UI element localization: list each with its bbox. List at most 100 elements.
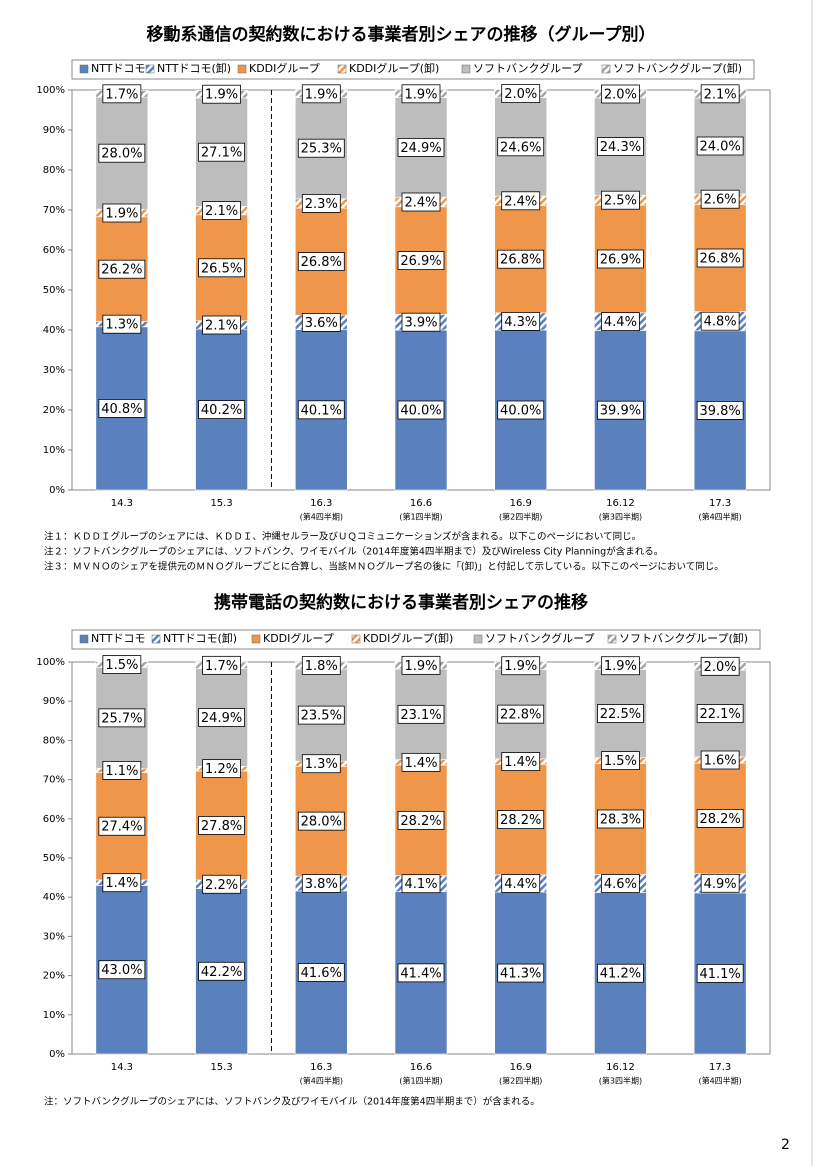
value-label: 41.4% xyxy=(400,966,441,981)
value-label-box xyxy=(601,312,640,332)
value-label-box xyxy=(202,874,241,894)
legend-swatch xyxy=(607,634,617,644)
value-label-box xyxy=(700,656,740,676)
value-label-box xyxy=(597,249,644,269)
value-label: 22.1% xyxy=(699,707,740,722)
value-label-box xyxy=(397,400,445,420)
value-label-box xyxy=(601,751,640,770)
legend-label: ソフトバンクグループ xyxy=(473,61,582,75)
value-label-box xyxy=(696,400,744,420)
value-label: 26.8% xyxy=(500,253,541,268)
value-label: 1.9% xyxy=(305,87,338,102)
value-label: 3.8% xyxy=(305,877,338,892)
value-label-box xyxy=(497,249,545,269)
value-label: 4.8% xyxy=(704,315,737,330)
value-label: 25.3% xyxy=(301,142,342,157)
value-label: 22.8% xyxy=(500,708,541,723)
x-tick-label: 16.9 xyxy=(510,498,532,509)
value-label-box xyxy=(301,754,341,774)
legend-label: ソフトバンクグループ(卸) xyxy=(619,631,748,645)
value-label-box xyxy=(297,400,345,420)
legend-label: KDDIグループ(卸) xyxy=(363,631,453,645)
value-label: 2.0% xyxy=(704,660,737,675)
value-label: 26.8% xyxy=(699,252,740,267)
y-tick-label: 90% xyxy=(43,125,65,136)
value-label: 1.4% xyxy=(404,756,437,771)
x-tick-label: 15.3 xyxy=(210,1062,232,1073)
y-tick-label: 60% xyxy=(43,814,65,825)
x-tick-label: 16.12 xyxy=(606,1062,635,1073)
value-label: 24.3% xyxy=(600,140,641,155)
value-label: 24.0% xyxy=(699,140,740,155)
y-tick-label: 90% xyxy=(43,696,65,707)
value-label-box xyxy=(102,84,142,104)
legend-label: ソフトバンクグループ(卸) xyxy=(613,61,742,75)
value-label: 26.2% xyxy=(101,263,142,278)
value-label: 1.4% xyxy=(105,876,138,891)
x-tick-label: 14.3 xyxy=(111,498,133,509)
x-tick-label: 17.3 xyxy=(709,1062,731,1073)
x-tick-sublabel: (第1四半期) xyxy=(399,512,442,522)
value-label-box xyxy=(501,311,541,331)
value-label: 2.0% xyxy=(604,88,637,103)
y-tick-label: 100% xyxy=(36,657,65,668)
legend-swatch xyxy=(337,64,347,74)
value-label: 41.1% xyxy=(699,967,740,982)
y-tick-label: 40% xyxy=(43,325,65,336)
value-label-box xyxy=(397,810,445,830)
value-label-box xyxy=(501,656,541,676)
note: 注３：ＭＶＮＯのシェアを提供元のＭＮＯグループごとに合算し、当該ＭＮＯグループ名… xyxy=(44,561,724,573)
value-label-box xyxy=(297,811,345,831)
value-label: 2.1% xyxy=(704,87,737,102)
legend-swatch xyxy=(79,634,89,644)
legend-swatch xyxy=(251,634,261,644)
value-label-box xyxy=(297,963,345,982)
y-tick-label: 70% xyxy=(43,205,65,216)
value-label: 4.3% xyxy=(504,315,537,330)
value-label: 26.9% xyxy=(600,253,641,268)
value-label: 40.0% xyxy=(400,404,441,419)
value-label-box xyxy=(601,190,640,210)
value-label: 3.6% xyxy=(305,316,338,331)
legend-label: NTTドコモ(卸) xyxy=(163,631,237,645)
value-label-box xyxy=(397,963,445,983)
value-label: 26.5% xyxy=(201,261,242,276)
value-label-box xyxy=(696,248,744,268)
value-label-box xyxy=(401,752,441,772)
x-tick-label: 16.12 xyxy=(606,498,635,509)
value-label-box xyxy=(301,193,341,213)
value-label-box xyxy=(301,874,341,893)
value-label: 2.1% xyxy=(205,319,238,334)
y-tick-label: 80% xyxy=(43,735,65,746)
value-label: 1.1% xyxy=(105,764,138,779)
value-label-box xyxy=(401,312,441,332)
value-label: 25.7% xyxy=(101,711,142,726)
y-tick-label: 50% xyxy=(43,853,65,864)
value-label: 41.2% xyxy=(600,967,641,982)
value-label: 40.2% xyxy=(201,403,242,418)
y-tick-label: 20% xyxy=(43,971,65,982)
value-label: 2.4% xyxy=(404,196,437,211)
value-label-box xyxy=(102,203,142,223)
x-tick-sublabel: (第3四半期) xyxy=(599,512,642,522)
value-label-box xyxy=(202,84,241,104)
legend-swatch xyxy=(151,634,161,644)
legend-box xyxy=(71,629,761,650)
value-label-box xyxy=(102,655,142,674)
value-label-box xyxy=(497,137,545,157)
page-number: 2 xyxy=(781,1137,790,1153)
value-label: 39.9% xyxy=(600,404,641,419)
value-label: 4.4% xyxy=(504,877,537,892)
x-tick-sublabel: (第3四半期) xyxy=(599,1076,642,1086)
value-label: 40.0% xyxy=(500,404,541,419)
y-tick-label: 10% xyxy=(43,445,65,456)
value-label-box xyxy=(700,873,740,893)
legend-label: KDDIグループ(卸) xyxy=(349,61,439,75)
value-label-box xyxy=(601,874,640,893)
value-label-box xyxy=(501,752,541,771)
note: 注２：ソフトバンクグループのシェアには、ソフトバンク、ワイモバイル（2014年度… xyxy=(44,546,663,558)
note: 注１：ＫＤＤＩグループのシェアには、ＫＤＤＩ、沖縄セルラー及びＵＱコミュニケーシ… xyxy=(44,531,641,543)
chart-title: 移動系通信の契約数における事業者別シェアの推移（グループ別） xyxy=(147,24,656,45)
legend-swatch xyxy=(145,64,155,74)
